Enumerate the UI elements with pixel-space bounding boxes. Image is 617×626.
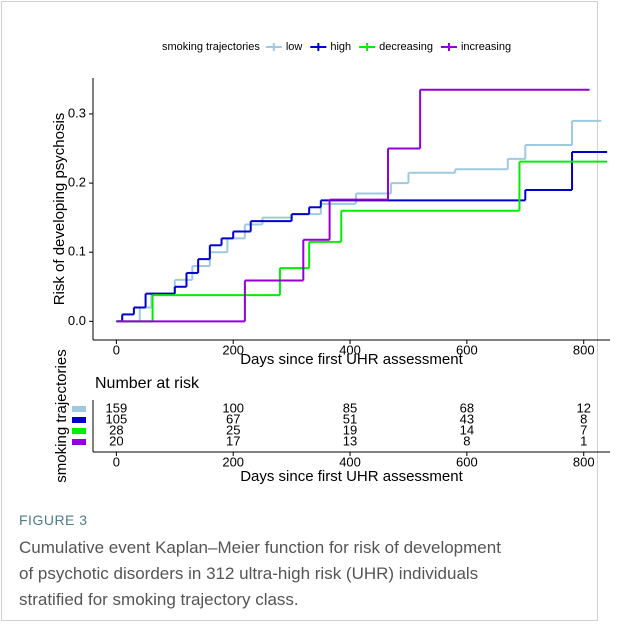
figure-label: FIGURE 3 bbox=[19, 512, 88, 528]
x-tick-label: 0 bbox=[113, 342, 120, 357]
risk-count: 43 bbox=[460, 411, 474, 426]
risk-count: 19 bbox=[343, 422, 357, 437]
legend-label: low bbox=[286, 41, 303, 53]
risk-count: 12 bbox=[576, 400, 590, 415]
table-title: Number at risk bbox=[95, 375, 200, 392]
row-swatch bbox=[72, 439, 86, 445]
y-axis-label: Risk of developing psychosis bbox=[51, 113, 68, 306]
legend-label: high bbox=[330, 41, 351, 53]
risk-count: 7 bbox=[580, 422, 587, 437]
row-swatch bbox=[72, 428, 86, 434]
row-swatch bbox=[72, 417, 86, 423]
y-axis-label: smoking trajectories bbox=[53, 349, 70, 482]
risk-count: 67 bbox=[226, 411, 240, 426]
risk-count: 1 bbox=[580, 433, 587, 448]
risk-count: 17 bbox=[226, 433, 240, 448]
x-tick-label: 200 bbox=[222, 342, 244, 357]
risk-count: 51 bbox=[343, 411, 357, 426]
risk-count: 13 bbox=[343, 433, 357, 448]
risk-count: 105 bbox=[106, 411, 128, 426]
risk-count: 20 bbox=[109, 433, 123, 448]
x-tick-label: 0 bbox=[113, 454, 120, 469]
figure-caption: Cumulative event Kaplan–Meier function f… bbox=[19, 538, 501, 609]
x-tick-label: 600 bbox=[456, 454, 478, 469]
y-tick-label: 0.3 bbox=[68, 105, 86, 120]
x-tick-label: 200 bbox=[222, 454, 244, 469]
x-tick-label: 800 bbox=[573, 342, 595, 357]
figure-frame bbox=[1, 1, 598, 621]
risk-count: 8 bbox=[463, 433, 470, 448]
risk-count: 28 bbox=[109, 422, 123, 437]
risk-count: 68 bbox=[460, 400, 474, 415]
risk-count: 8 bbox=[580, 411, 587, 426]
x-tick-label: 400 bbox=[339, 454, 361, 469]
x-tick-label: 600 bbox=[456, 342, 478, 357]
legend-label: increasing bbox=[461, 41, 511, 53]
risk-count: 85 bbox=[343, 400, 357, 415]
y-tick-label: 0.1 bbox=[68, 244, 86, 259]
x-axis-label: Days since first UHR assessment bbox=[240, 468, 463, 485]
x-tick-label: 400 bbox=[339, 342, 361, 357]
row-swatch bbox=[72, 406, 86, 412]
legend-label: decreasing bbox=[379, 41, 433, 53]
legend-title: smoking trajectories bbox=[162, 41, 260, 53]
risk-count: 159 bbox=[106, 400, 128, 415]
x-axis-label: Days since first UHR assessment bbox=[240, 351, 463, 368]
y-tick-label: 0.2 bbox=[68, 175, 86, 190]
risk-count: 25 bbox=[226, 422, 240, 437]
risk-count: 100 bbox=[222, 400, 244, 415]
y-tick-label: 0.0 bbox=[68, 313, 86, 328]
x-tick-label: 800 bbox=[573, 454, 595, 469]
risk-count: 14 bbox=[460, 422, 474, 437]
